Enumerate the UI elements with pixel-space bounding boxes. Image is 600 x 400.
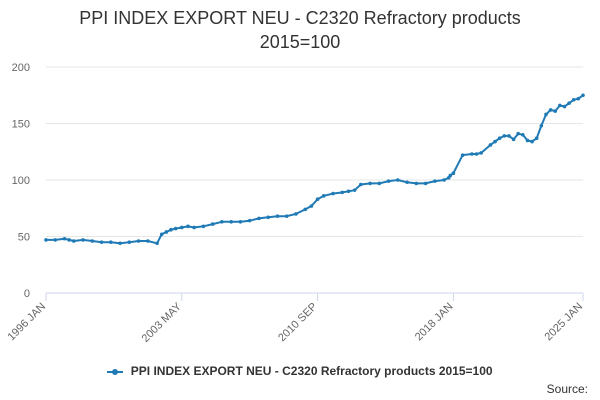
data-point: [544, 112, 548, 117]
data-point: [229, 220, 233, 224]
data-point: [516, 131, 520, 136]
data-point: [127, 240, 132, 244]
data-point: [525, 138, 530, 143]
data-point: [368, 181, 372, 186]
data-point: [448, 173, 453, 178]
data-point: [553, 109, 558, 113]
data-point: [470, 152, 474, 156]
data-point: [315, 197, 320, 202]
data-point: [576, 96, 581, 101]
series-line: [45, 94, 584, 245]
legend-series-label: PPI INDEX EXPORT NEU - C2320 Refractory …: [130, 364, 493, 378]
data-point: [67, 238, 71, 242]
data-point: [53, 238, 58, 242]
y-tick-label: 200: [12, 62, 30, 74]
data-point: [210, 222, 215, 226]
data-point: [346, 189, 351, 194]
data-point: [479, 151, 483, 155]
chart-legend[interactable]: PPI INDEX EXPORT NEU - C2320 Refractory …: [0, 364, 600, 378]
data-point: [159, 232, 164, 237]
data-point: [562, 104, 567, 109]
chart-title-line: PPI INDEX EXPORT NEU - C2320 Refractory …: [79, 8, 521, 28]
data-point: [433, 179, 437, 183]
y-tick-label: 50: [18, 232, 30, 244]
data-point: [71, 239, 76, 243]
data-point: [460, 153, 465, 157]
data-point: [109, 240, 113, 244]
x-tick-label: 2003 MAY: [140, 300, 185, 345]
data-point: [581, 93, 585, 98]
data-point: [247, 218, 252, 223]
data-point: [275, 214, 280, 218]
data-point: [497, 136, 502, 140]
data-point: [192, 225, 196, 230]
data-point: [396, 178, 400, 182]
data-point: [511, 137, 516, 142]
y-tick-label: 150: [12, 119, 30, 131]
data-point: [303, 207, 308, 212]
data-point: [493, 139, 497, 144]
data-point: [220, 220, 224, 224]
data-point: [507, 134, 511, 138]
data-point: [571, 97, 576, 102]
data-point: [352, 188, 357, 192]
data-point: [539, 123, 544, 128]
data-point: [99, 240, 104, 244]
x-tick-label: 2010 SEP: [276, 301, 320, 345]
data-point: [386, 179, 391, 183]
data-point: [534, 136, 539, 140]
data-point: [155, 241, 159, 246]
data-point: [81, 238, 85, 242]
data-point: [321, 194, 326, 198]
chart-title: PPI INDEX EXPORT NEU - C2320 Refractory …: [0, 6, 600, 54]
data-point: [238, 220, 243, 224]
data-point: [340, 190, 345, 195]
data-point: [146, 239, 150, 243]
data-point: [521, 133, 525, 137]
data-point: [442, 178, 446, 182]
data-point: [44, 238, 48, 242]
data-point: [405, 180, 409, 185]
y-tick-label: 100: [12, 175, 30, 187]
data-point: [284, 214, 289, 218]
legend-series-marker: [107, 367, 124, 377]
x-tick-label: 2025 JAN: [542, 301, 585, 344]
data-point: [173, 226, 178, 231]
data-point: [474, 152, 479, 156]
data-point: [179, 225, 184, 230]
data-point: [530, 139, 534, 144]
data-point: [502, 134, 507, 138]
data-point: [164, 230, 169, 234]
data-point: [309, 204, 314, 208]
data-point: [567, 101, 571, 105]
data-point: [169, 227, 173, 232]
data-point: [136, 239, 141, 243]
data-point: [118, 241, 122, 246]
data-point: [331, 191, 335, 196]
data-point: [266, 215, 271, 220]
data-point: [488, 143, 493, 147]
data-point: [451, 171, 456, 176]
data-point: [548, 108, 553, 112]
chart-subtitle-line: 2015=100: [259, 32, 341, 52]
data-point: [62, 236, 67, 241]
data-point: [377, 181, 382, 186]
source-label: Source:: [546, 382, 588, 396]
data-point: [257, 216, 261, 221]
data-point: [294, 212, 298, 216]
data-point: [414, 181, 419, 186]
data-point: [558, 103, 562, 108]
y-tick-label: 0: [24, 288, 30, 300]
data-point: [90, 239, 95, 243]
x-tick-label: 2018 JAN: [413, 301, 456, 344]
data-point: [201, 224, 206, 229]
data-point: [423, 181, 428, 186]
x-tick-label: 1996 JAN: [5, 301, 48, 344]
data-point: [358, 182, 363, 187]
data-point: [186, 224, 190, 229]
